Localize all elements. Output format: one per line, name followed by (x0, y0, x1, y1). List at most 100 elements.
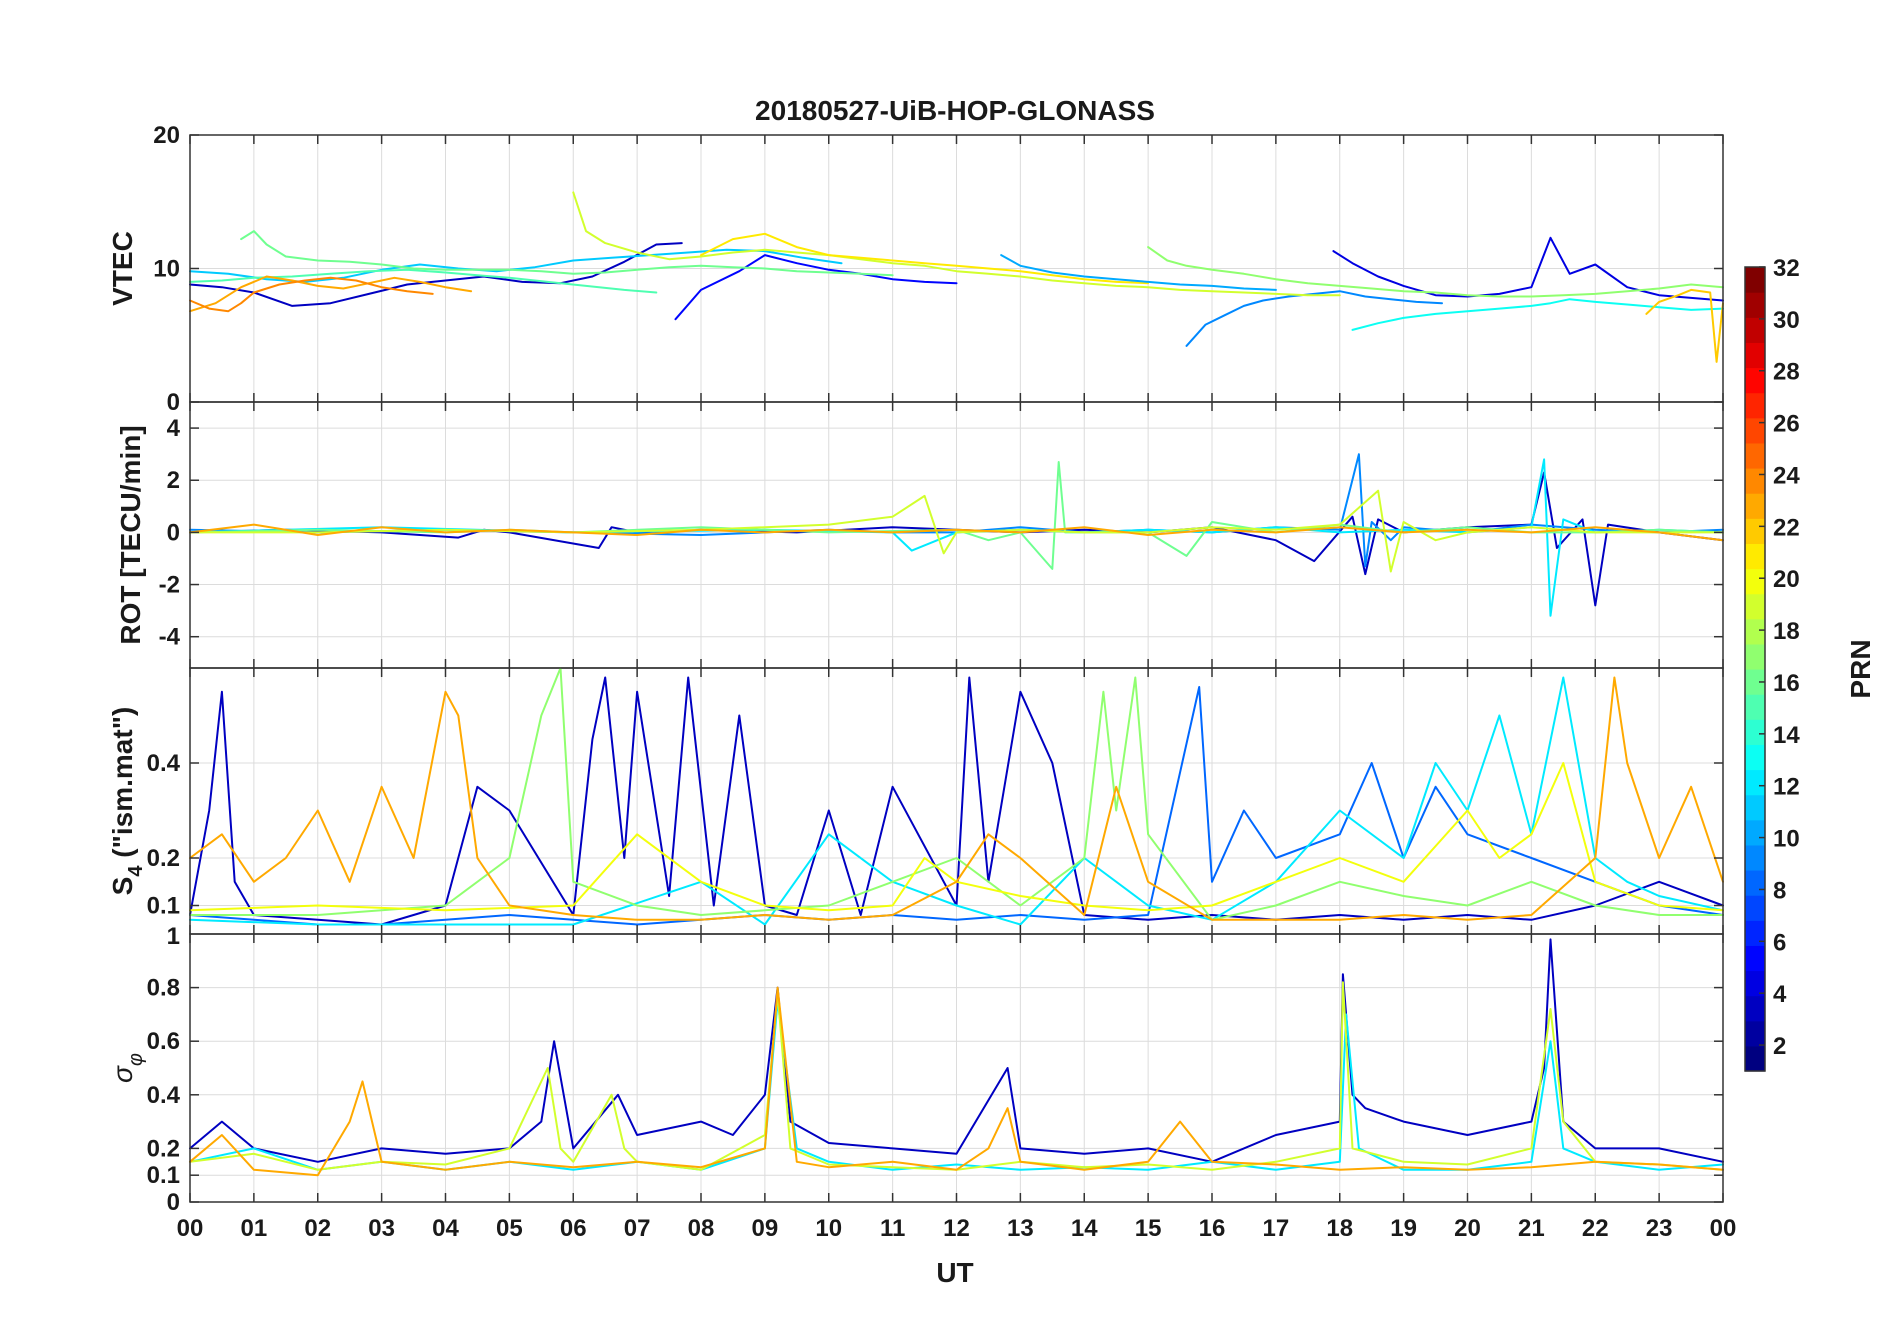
ylabel-sub-sigma: φ (125, 1053, 147, 1066)
colorbar-tick-label-7: 16 (1773, 670, 1800, 697)
colorbar-segment-24 (1745, 468, 1765, 494)
colorbar-segment-9 (1745, 844, 1765, 871)
x-axis-label: UT (936, 1257, 973, 1288)
xtick-label-5: 05 (496, 1215, 523, 1242)
colorbar-segment-19 (1745, 593, 1765, 620)
colorbar-frame (1744, 266, 1766, 1072)
ytick-label-vtec-2: 20 (153, 122, 180, 149)
xtick-label-16: 16 (1199, 1215, 1226, 1242)
ytick-label-sigma-1: 0.1 (147, 1162, 180, 1189)
series-sigma-prn-23-3 (189, 986, 1724, 1177)
ytick-label-rot-2: 0 (167, 519, 180, 546)
colorbar-tick-label-4: 10 (1773, 826, 1800, 853)
series-s4-prn-20-4 (189, 762, 1724, 912)
xtick-label-7: 07 (624, 1215, 651, 1242)
ylabel-suffix-s4: ("ism.mat") (107, 707, 138, 866)
colorbar-tick-label-12: 26 (1773, 411, 1800, 438)
series-vtec-prn-19-9 (572, 191, 1341, 297)
colorbar-segment-4 (1745, 970, 1765, 997)
series-vtec-prn-13-5 (1351, 298, 1724, 331)
colorbar-segment-20 (1745, 568, 1765, 595)
xtick-label-6: 06 (560, 1215, 587, 1242)
ytick-label-rot-3: 2 (167, 467, 180, 494)
colorbar-segment-13 (1745, 744, 1765, 771)
colorbar-segment-25 (1745, 442, 1765, 469)
xtick-label-13: 13 (1007, 1215, 1034, 1242)
colorbar-segment-12 (1745, 769, 1765, 796)
series-s4-prn-23-5 (189, 676, 1724, 921)
colorbar-tick-label-13: 28 (1773, 359, 1800, 386)
ylabel-sigma: σφ (107, 1053, 147, 1083)
xtick-label-19: 19 (1390, 1215, 1417, 1242)
colorbar-segment-2 (1745, 1020, 1765, 1047)
colorbar-segment-1 (1745, 1045, 1765, 1072)
series-vtec-prn-21-10 (700, 232, 1150, 285)
panel-rot: -4 -2 0 2 4 ROT [TECU/min] (115, 401, 1724, 669)
series-vtec-prn-22-13 (1645, 288, 1724, 363)
chart-title: 20180527-UiB-HOP-GLONASS (755, 95, 1155, 126)
series-vtec-prn-4-3 (1332, 236, 1724, 302)
colorbar-tick-label-10: 22 (1773, 514, 1800, 541)
ytick-label-vtec-0: 0 (167, 389, 180, 416)
xtick-label-23: 23 (1646, 1215, 1673, 1242)
colorbar-segment-16 (1745, 669, 1765, 695)
ytick-label-top-sigma: 1 (167, 923, 180, 950)
colorbar-segment-17 (1745, 643, 1765, 670)
series-s4-prn-17-3 (189, 667, 1724, 921)
xtick-label-12: 12 (943, 1215, 970, 1242)
colorbar-segment-23 (1745, 493, 1765, 519)
xtick-label-18: 18 (1326, 1215, 1353, 1242)
xtick-label-4: 04 (432, 1215, 459, 1242)
series-vtec-prn-10-14 (1000, 254, 1277, 291)
series-s4-prn-8-1 (189, 686, 1724, 926)
xtick-label-2: 02 (304, 1215, 331, 1242)
series-sigma-prn-3-0 (189, 938, 1724, 1163)
colorbar-segment-32 (1745, 267, 1765, 293)
colorbar-tick-label-14: 30 (1773, 307, 1800, 334)
xtick-label-0: 00 (177, 1215, 204, 1242)
ylabel-sub-s4: 4 (125, 865, 147, 877)
xtick-label-21: 21 (1518, 1215, 1545, 1242)
colorbar-tick-label-5: 12 (1773, 774, 1800, 801)
colorbar-tick-label-1: 4 (1773, 981, 1787, 1008)
colorbar-segment-21 (1745, 543, 1765, 570)
colorbar-tick-label-9: 20 (1773, 566, 1800, 593)
panel-vtec: 0 10 20 VTEC (107, 122, 1724, 416)
series-s4-prn-3-0 (189, 676, 1724, 926)
series-vtec-prn-3-0 (189, 242, 683, 307)
colorbar-tick-label-2: 6 (1773, 929, 1786, 956)
colorbar-segment-7 (1745, 895, 1765, 921)
series-rot-prn-23-5 (189, 523, 1724, 542)
colorbar-segment-8 (1745, 870, 1765, 896)
ytick-label-sigma-2: 0.2 (147, 1135, 180, 1162)
xtick-label-15: 15 (1135, 1215, 1162, 1242)
ylabel-vtec: VTEC (107, 231, 138, 306)
ytick-label-sigma-3: 0.4 (147, 1082, 181, 1109)
ytick-label-sigma-0: 0 (167, 1189, 180, 1216)
series-rot-prn-12-2 (189, 458, 1724, 617)
colorbar-tick-label-8: 18 (1773, 618, 1800, 645)
xtick-label-22: 22 (1582, 1215, 1609, 1242)
colorbar-segment-22 (1745, 518, 1765, 544)
ylabel-main-s4: S (107, 877, 138, 896)
colorbar-label: PRN (1845, 639, 1876, 698)
colorbar-segment-6 (1745, 920, 1765, 946)
colorbar-tick-label-15: 32 (1773, 255, 1800, 282)
xtick-label-9: 09 (752, 1215, 779, 1242)
colorbar-segment-14 (1745, 719, 1765, 745)
colorbar-segment-28 (1745, 367, 1765, 394)
xtick-label-17: 17 (1263, 1215, 1290, 1242)
ytick-label-s4-0: 0.1 (147, 893, 180, 920)
xtick-label-20: 20 (1454, 1215, 1481, 1242)
colorbar-segment-29 (1745, 342, 1765, 369)
ytick-label-rot-1: -2 (159, 572, 180, 599)
series-vtec-prn-15-6 (189, 268, 658, 294)
colorbar-segment-10 (1745, 819, 1765, 846)
ytick-label-rot-4: 4 (167, 415, 181, 442)
ytick-label-rot-0: -4 (159, 624, 181, 651)
colorbar-tick-label-11: 24 (1773, 462, 1800, 489)
series-vtec-prn-17-8 (1147, 246, 1724, 298)
